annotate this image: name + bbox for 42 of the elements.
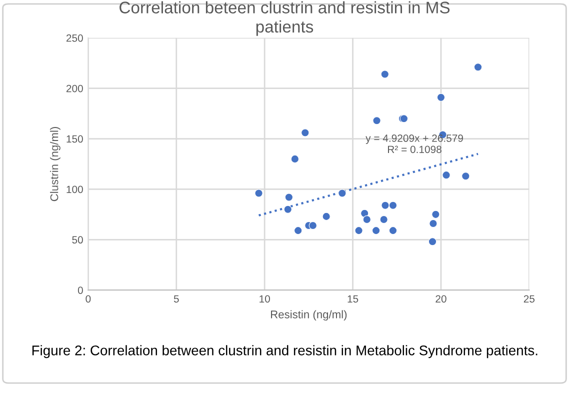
point: [301, 128, 310, 137]
chart-title: Correlation beteen clustrin and resistin in MS patients: [120, 1, 450, 36]
point: [388, 226, 398, 235]
caption: Figure 2: Correlation between clustrin and resistin in Metabolic Syndrome patients.: [32, 345, 538, 358]
x-tick-label: 10: [260, 295, 270, 303]
point: [442, 171, 450, 180]
point: [362, 215, 371, 224]
point: [429, 219, 438, 228]
annotation: y = 4.9209x + 26.579 R² = 0.1098: [366, 134, 463, 154]
point: [380, 215, 388, 224]
point: [372, 116, 381, 125]
point: [372, 226, 380, 235]
x-tick-label: 15: [348, 295, 358, 303]
point: [428, 238, 437, 246]
y-tick-label: 0: [78, 286, 83, 294]
point: [254, 189, 263, 198]
y-tick-label: 250: [66, 34, 83, 42]
point: [354, 226, 363, 235]
point: [322, 212, 330, 221]
y-axis-title: Clustrin (ng/ml): [50, 127, 60, 202]
x-axis-title: Resistin (ng/ml): [271, 310, 347, 321]
point: [462, 172, 470, 180]
point: [290, 154, 300, 164]
y-tick-label: 50: [72, 236, 83, 244]
x-tick-label: 0: [86, 295, 91, 303]
point: [338, 189, 346, 198]
x-tick-label: 25: [524, 295, 535, 303]
y-tick-label: 100: [66, 186, 83, 194]
point: [380, 70, 389, 78]
point: [474, 63, 482, 72]
point: [308, 221, 317, 230]
x-tick-label: 20: [436, 295, 446, 303]
point: [294, 226, 302, 235]
point: [388, 201, 398, 210]
y-tick-label: 200: [66, 84, 83, 92]
x-tick-label: 5: [174, 295, 179, 303]
point: [284, 205, 292, 214]
point: [284, 193, 294, 202]
point: [381, 201, 390, 210]
point: [432, 210, 440, 219]
y-tick-label: 150: [66, 135, 83, 143]
point: [436, 93, 446, 102]
